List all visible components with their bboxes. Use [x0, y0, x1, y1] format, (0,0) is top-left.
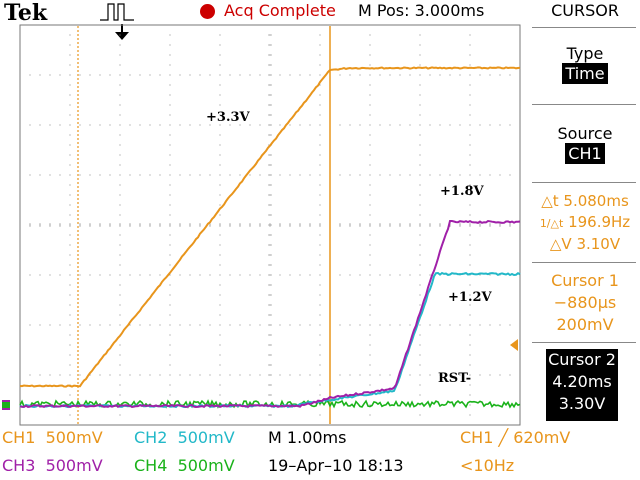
cursor-1-time: −880µs — [553, 293, 617, 312]
delta-v-value: 3.10V — [576, 235, 621, 253]
cursor-1-voltage: 200mV — [556, 315, 614, 334]
annotation-1v8: +1.8V — [440, 184, 484, 199]
delta-t-icon: △t — [541, 192, 559, 210]
graticule-border — [19, 24, 521, 426]
ch2-waveform — [19, 271, 521, 409]
delta-t-value: 5.080ms — [563, 192, 629, 210]
brand-logo: Tek — [4, 0, 48, 26]
ch4-label: CH4 — [134, 456, 168, 475]
trigger-readout: CH1 ╱ 620mV — [460, 428, 570, 447]
annotation-3v3: +3.3V — [206, 110, 250, 125]
trigger-level-marker — [510, 339, 518, 351]
menu-title: CURSOR — [551, 1, 619, 20]
source-label: Source — [557, 124, 613, 143]
annotation-rst: RST- — [438, 371, 472, 386]
timebase: M 1.00ms — [268, 428, 347, 447]
ch4-readout: CH4 500mV — [134, 456, 235, 475]
cursor-2-button[interactable]: Cursor 2 4.20ms 3.30V — [546, 349, 618, 421]
ch1-label: CH1 — [2, 428, 36, 447]
trigger-position-icon — [115, 24, 129, 40]
ch4-ground-marker — [2, 402, 10, 408]
ch2-readout: CH2 500mV — [134, 428, 235, 447]
cursor-2-time: 4.20ms — [552, 372, 612, 391]
annotation-1v2: +1.2V — [448, 290, 492, 305]
acq-status-icon — [200, 4, 215, 19]
menu-separator — [532, 104, 636, 105]
cursor-1-label: Cursor 1 — [551, 271, 619, 290]
menu-separator — [532, 342, 636, 343]
ch3-readout: CH3 500mV — [2, 456, 103, 475]
ch3-scale: 500mV — [45, 456, 103, 475]
type-button[interactable]: Type Time — [530, 44, 640, 84]
trigger-channel: CH1 — [460, 428, 494, 447]
delta-v-icon: △V — [549, 235, 572, 253]
inverse-delta-t-icon: 1/△t — [539, 217, 564, 230]
cursor-deltas: △t 5.080ms 1/△t 196.9Hz △V 3.10V — [530, 191, 640, 255]
cursor-1-button[interactable]: Cursor 1 −880µs 200mV — [530, 270, 640, 336]
trigger-level: 620mV — [513, 428, 571, 447]
source-button[interactable]: Source CH1 — [530, 124, 640, 164]
m-position: M Pos: 3.000ms — [358, 1, 485, 20]
date-time: 19–Apr–10 18:13 — [268, 456, 404, 475]
ch4-scale: 500mV — [177, 456, 235, 475]
menu-separator — [532, 27, 636, 28]
type-label: Type — [566, 44, 604, 63]
acq-status: Acq Complete — [224, 1, 336, 20]
type-value: Time — [562, 63, 608, 84]
cursor-2-label: Cursor 2 — [548, 350, 616, 369]
ch3-waveform — [19, 219, 521, 409]
trigger-pulse-icon — [100, 3, 134, 21]
ch1-scale: 500mV — [45, 428, 103, 447]
inverse-delta-t-value: 196.9Hz — [568, 213, 631, 231]
source-value: CH1 — [565, 143, 605, 164]
ch2-label: CH2 — [134, 428, 168, 447]
ch2-scale: 500mV — [177, 428, 235, 447]
ch3-label: CH3 — [2, 456, 36, 475]
trigger-frequency: <10Hz — [460, 456, 515, 475]
ch1-waveform — [19, 66, 521, 388]
menu-separator — [532, 182, 636, 183]
cursor-2-voltage: 3.30V — [558, 394, 606, 413]
ch1-readout: CH1 500mV — [2, 428, 103, 447]
trigger-slope-icon: ╱ — [498, 428, 509, 447]
menu-separator — [532, 262, 636, 263]
graticule — [19, 24, 521, 426]
